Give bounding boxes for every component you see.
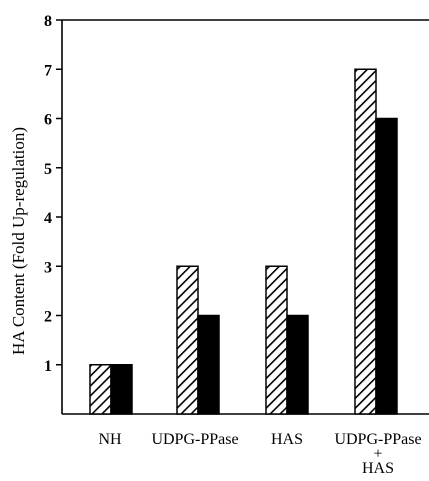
bar (286, 314, 309, 415)
category-label: NH (98, 431, 122, 448)
y-axis-label: HA Content (Fold Up-regulation) (9, 127, 28, 355)
category-label: UDPG-PPase (334, 431, 421, 448)
bar (354, 68, 377, 415)
category-label: UDPG-PPase (151, 431, 238, 448)
y-tick-label: 1 (44, 358, 52, 375)
y-axis-ticks: 1 2 3 4 5 6 7 8 (44, 13, 62, 375)
category-label: + (373, 446, 382, 463)
category-label: HAS (362, 460, 394, 477)
y-tick-label: 6 (44, 112, 52, 129)
bar (110, 364, 133, 415)
bar (89, 364, 112, 415)
y-tick-label: 8 (44, 13, 52, 30)
x-axis-labels: NH UDPG-PPase HAS UDPG-PPase+HAS (98, 431, 421, 477)
y-tick-label: 7 (44, 62, 52, 79)
bar (265, 265, 288, 415)
category-label: HAS (271, 431, 303, 448)
bar (197, 314, 220, 415)
bar (375, 117, 398, 415)
y-tick-label: 3 (44, 259, 52, 276)
y-tick-label: 5 (44, 161, 52, 178)
bars (89, 68, 398, 415)
bar (176, 265, 199, 415)
y-tick-label: 2 (44, 309, 52, 326)
y-tick-label: 4 (44, 210, 52, 227)
